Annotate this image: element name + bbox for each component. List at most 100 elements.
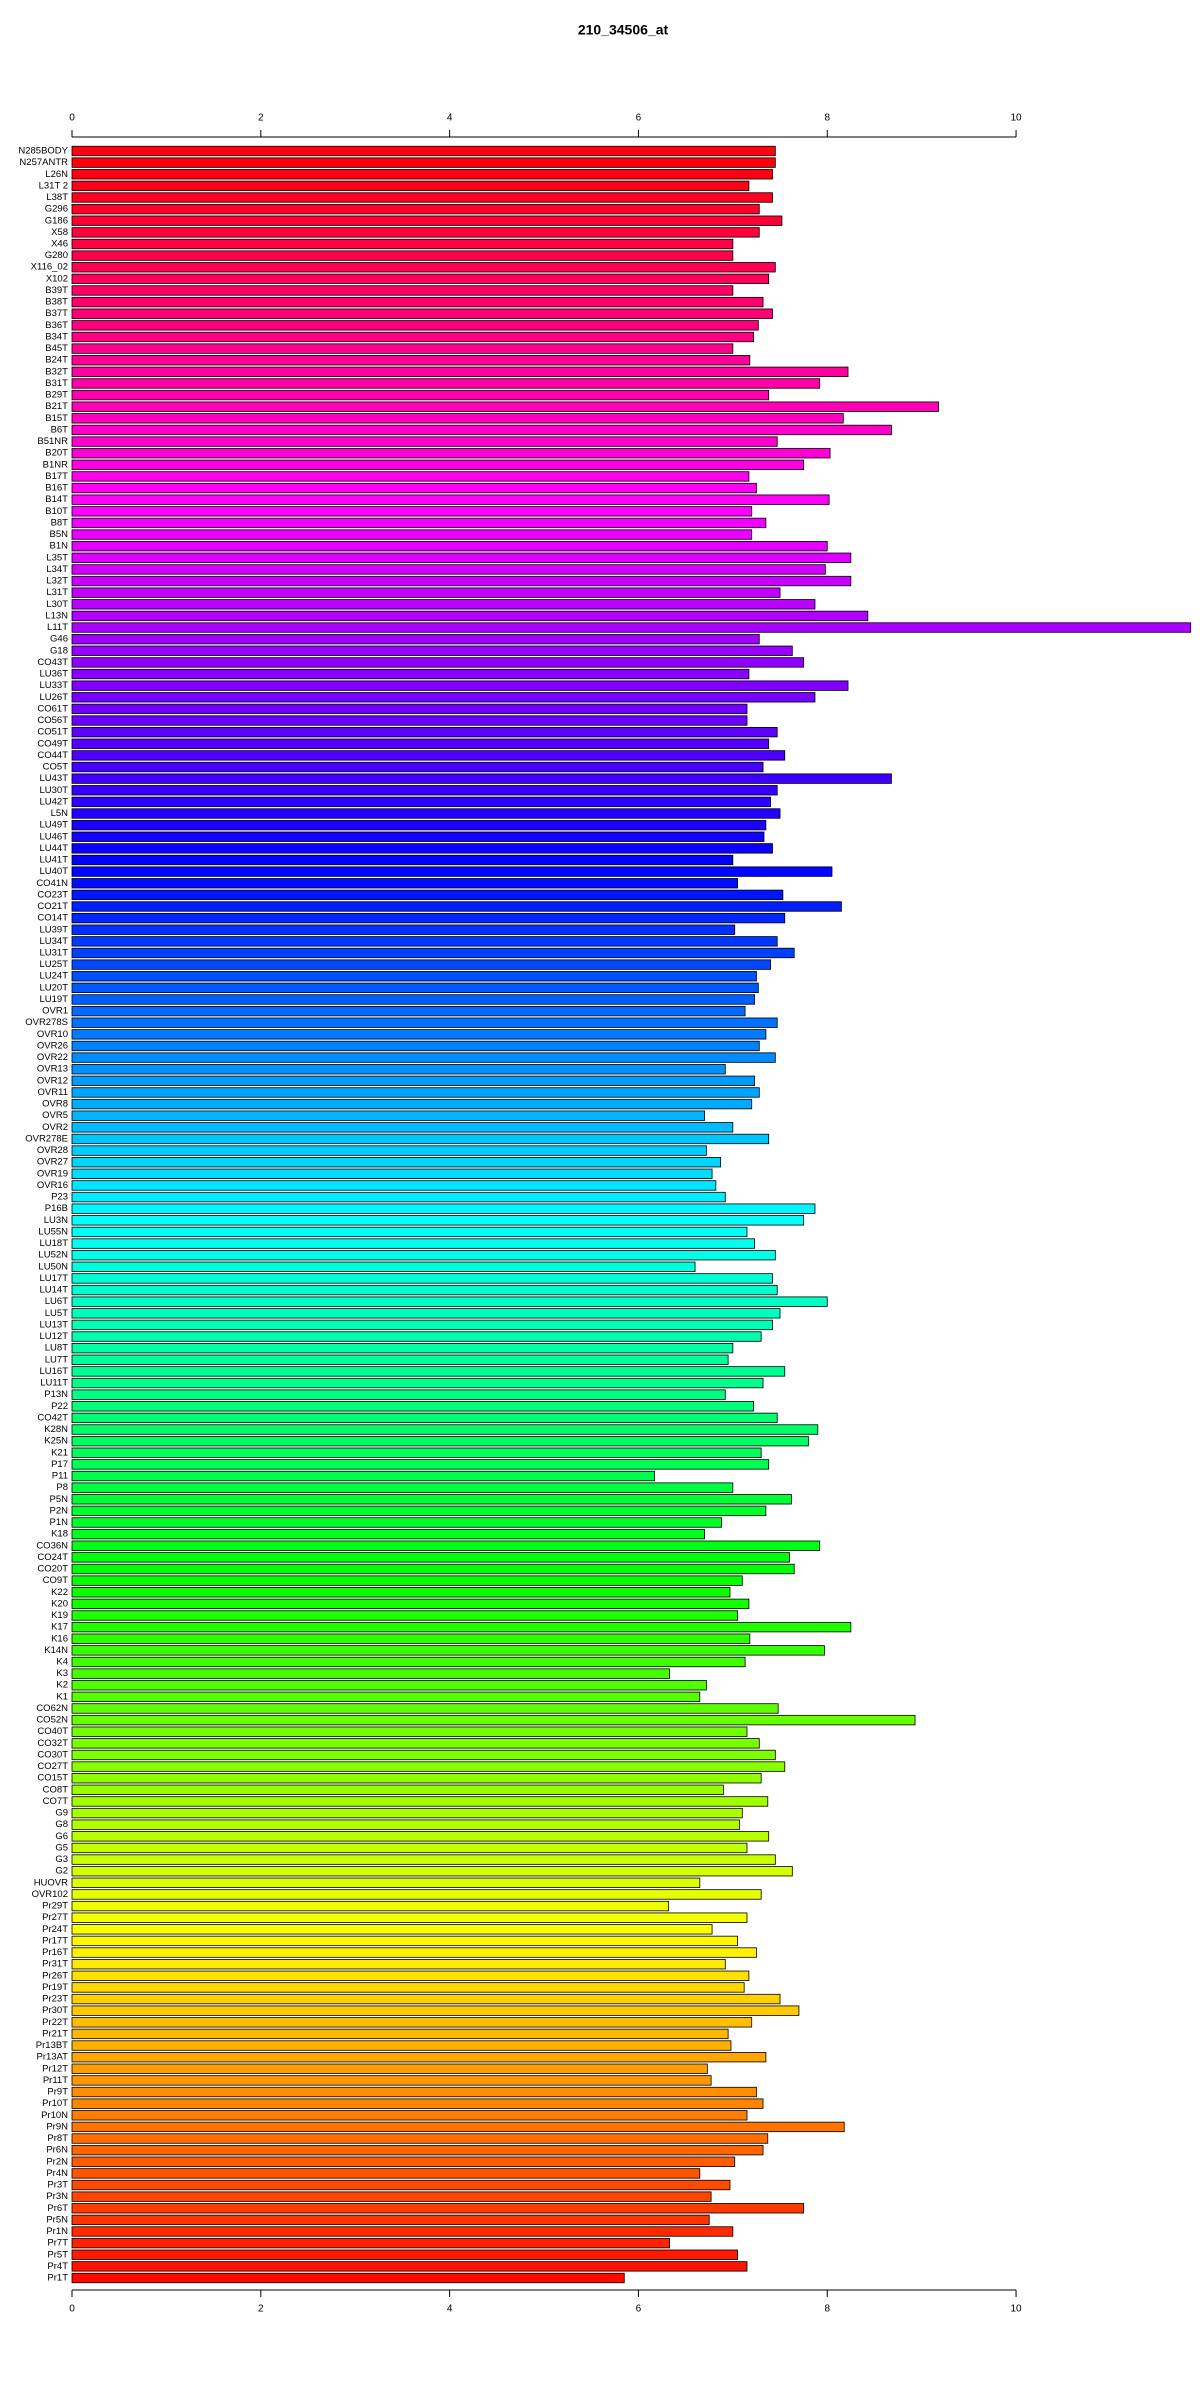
y-tick-label: B45T xyxy=(45,343,68,354)
y-tick-label: Pr4T xyxy=(47,2261,68,2272)
bar xyxy=(71,180,750,192)
y-tick-label: K14N xyxy=(44,1645,68,1656)
y-tick-label: CO32T xyxy=(37,1738,68,1749)
y-tick-label: LU41T xyxy=(39,855,68,866)
y-tick-label: LU36T xyxy=(39,669,68,680)
bar xyxy=(71,959,772,970)
y-tick-label: OVR27 xyxy=(37,1157,68,1168)
y-tick-label: CO5T xyxy=(43,762,69,773)
y-tick-label: OVR22 xyxy=(37,1052,68,1063)
y-tick-label: CO44T xyxy=(37,750,68,761)
y-tick-label: B20T xyxy=(45,448,68,459)
y-tick-label: K22 xyxy=(51,1587,68,1598)
y-tick-label: HUOVR xyxy=(34,1877,68,1888)
y-tick-label: G296 xyxy=(45,204,68,215)
y-tick-label: OVR102 xyxy=(32,1889,68,1900)
bar xyxy=(71,982,759,994)
bar xyxy=(71,1738,760,1749)
x-tick-label: 0 xyxy=(69,113,75,124)
bar xyxy=(71,2237,670,2249)
y-tick-label: Pr13AT xyxy=(36,2052,68,2063)
bar xyxy=(71,1656,746,1668)
y-tick-label: LU6T xyxy=(45,1296,68,1307)
y-tick-label: B17T xyxy=(45,471,68,482)
bar xyxy=(71,575,852,587)
bar xyxy=(71,1017,778,1028)
y-tick-label: L31T 2 xyxy=(39,180,68,191)
bar xyxy=(71,1098,753,1110)
bar xyxy=(71,482,757,494)
y-tick-label: LU19T xyxy=(39,994,68,1005)
bar xyxy=(71,564,826,575)
bar xyxy=(71,831,765,842)
y-tick-label: OVR5 xyxy=(42,1110,68,1121)
bar xyxy=(71,2226,734,2237)
bar xyxy=(71,145,776,157)
bar xyxy=(71,866,833,877)
y-tick-label: Pr19T xyxy=(42,1982,68,1993)
y-tick-label: Pr8T xyxy=(47,2133,68,2144)
y-tick-label: B5N xyxy=(50,529,69,540)
y-tick-label: P2N xyxy=(50,1505,69,1516)
bar xyxy=(71,738,770,749)
bar xyxy=(71,610,869,622)
y-tick-label: P17 xyxy=(51,1459,68,1470)
bar xyxy=(71,1377,764,1389)
bar xyxy=(71,2249,738,2260)
bar xyxy=(71,750,786,761)
bar xyxy=(71,785,778,796)
y-tick-label: G2 xyxy=(55,1866,68,1877)
y-tick-label: Pr22T xyxy=(42,2017,68,2028)
y-tick-label: CO9T xyxy=(43,1575,69,1586)
bar xyxy=(71,599,816,610)
y-tick-label: LU8T xyxy=(45,1343,68,1354)
bar xyxy=(71,2156,736,2167)
bar xyxy=(71,1552,790,1563)
bar xyxy=(71,1680,707,1691)
bar xyxy=(71,657,805,668)
bar xyxy=(71,1157,721,1168)
y-tick-label: B34T xyxy=(45,331,68,342)
bar xyxy=(71,1587,731,1598)
y-tick-label: X58 xyxy=(51,227,68,238)
bar xyxy=(71,1528,705,1540)
y-tick-label: CO30T xyxy=(37,1749,68,1760)
bar xyxy=(71,1993,781,2005)
y-tick-label: L34T xyxy=(46,564,68,575)
y-tick-label: G18 xyxy=(50,645,68,656)
bar xyxy=(71,819,767,831)
bar xyxy=(71,2051,767,2063)
bar xyxy=(71,448,831,459)
y-tick-label: P1N xyxy=(50,1517,69,1528)
bar xyxy=(71,2086,757,2098)
y-tick-label: CO36N xyxy=(36,1540,68,1551)
y-tick-label: B15T xyxy=(45,413,68,424)
bar xyxy=(71,1842,748,1854)
y-tick-label: B24T xyxy=(45,355,68,366)
y-tick-label: B51NR xyxy=(37,436,68,447)
bar xyxy=(71,622,1192,633)
y-tick-label: CO61T xyxy=(37,703,68,714)
y-tick-label: LU20T xyxy=(39,982,68,993)
y-tick-label: Pr21T xyxy=(42,2028,68,2039)
bar xyxy=(71,1866,793,1877)
y-tick-label: Pr10N xyxy=(41,2110,68,2121)
y-tick-label: K20 xyxy=(51,1598,68,1609)
bar xyxy=(71,901,842,912)
bar xyxy=(71,2005,800,2016)
y-tick-label: LU43T xyxy=(39,773,68,784)
bar xyxy=(71,517,767,529)
bar xyxy=(71,1389,726,1400)
y-tick-label: K17 xyxy=(51,1622,68,1633)
bar xyxy=(71,1761,786,1772)
bar xyxy=(71,215,783,226)
y-tick-label: Pr31T xyxy=(42,1959,68,1970)
x-tick-label: 0 xyxy=(69,2304,75,2315)
bar xyxy=(71,1935,738,1947)
bar xyxy=(71,273,770,285)
bar xyxy=(71,1645,825,1656)
x-tick-label: 2 xyxy=(258,2304,264,2315)
y-tick-label: OVR1 xyxy=(42,1006,68,1017)
bar xyxy=(71,2261,748,2272)
